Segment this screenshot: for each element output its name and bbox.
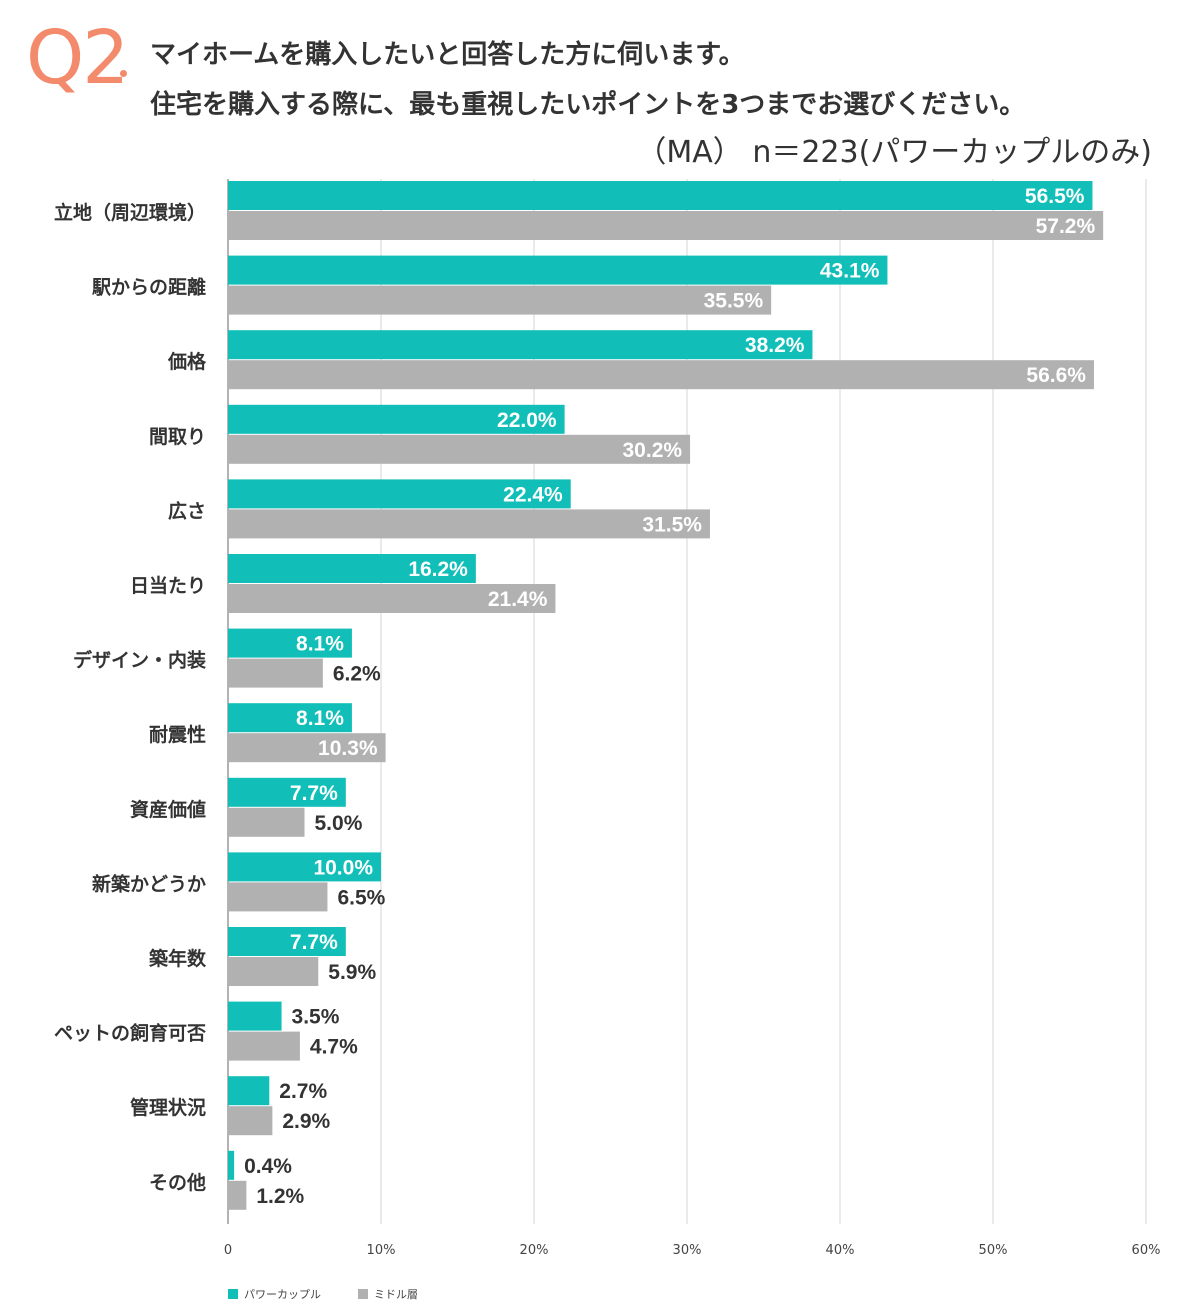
value-label: 22.0% [497,409,557,432]
bar-power-couple [228,181,1093,210]
value-label: 4.7% [310,1036,358,1059]
legend-item-middle: ミドル層 [358,1286,418,1302]
value-label: 30.2% [623,439,683,462]
value-label: 22.4% [503,483,563,506]
bar-middle [228,1180,247,1210]
legend-swatch-power-couple [228,1289,238,1299]
bar-power-couple [228,1001,282,1031]
bar-power-couple [228,1076,270,1106]
value-label: 6.5% [337,886,385,909]
legend-label-power-couple: パワーカップル [244,1288,321,1301]
x-tick-label: 20% [520,1243,549,1258]
category-label: 築年数 [148,947,207,970]
bar-power-couple [228,255,888,285]
category-label: 新築かどうか [92,872,206,895]
value-label: 10.0% [313,856,373,879]
x-tick-label: 60% [1132,1243,1161,1258]
bar-power-couple [228,554,476,583]
category-label: 耐震性 [149,723,206,746]
bar-power-couple [228,628,352,658]
category-label: 資産価値 [130,798,206,821]
bar-middle [228,1106,273,1136]
bar-middle [228,1031,300,1061]
bar-power-couple [228,1150,235,1180]
value-label: 43.1% [820,260,880,283]
bar-middle [228,584,556,613]
x-tick-label: 10% [367,1243,396,1258]
value-label: 6.2% [333,663,381,686]
value-label: 56.6% [1026,364,1086,387]
value-label: 1.2% [256,1185,304,1208]
value-label: 8.1% [296,707,344,730]
legend-label-middle: ミドル層 [374,1288,418,1301]
category-label: 価格 [167,350,207,373]
category-label: 駅からの距離 [91,276,206,299]
bar-middle [228,434,691,464]
value-label: 10.3% [318,737,378,760]
value-label: 7.7% [290,782,338,805]
bar-power-couple [228,777,346,807]
question-line-1: マイホームを購入したいと回答した方に伺います。 [150,40,745,70]
bar-middle [228,211,1104,240]
legend-item-power-couple: パワーカップル [228,1286,321,1302]
bar-middle [228,658,323,688]
category-label: 間取り [149,426,206,448]
bar-power-couple [228,927,346,956]
question-line-2: 住宅を購入する際に、最も重視したいポイントを3つまでお選びください。 [150,90,1026,120]
legend-swatch-middle [358,1289,368,1299]
category-label: 広さ [168,499,206,522]
bar-middle [228,360,1094,390]
value-label: 5.0% [315,812,363,835]
bar-middle [228,957,319,986]
x-tick-label: 30% [673,1243,702,1258]
value-label: 21.4% [488,588,548,611]
x-tick-label: 50% [979,1243,1008,1258]
value-label: 31.5% [642,513,702,536]
bar-power-couple [228,852,381,882]
value-label: 3.5% [292,1006,340,1029]
bar-middle [228,733,386,763]
question-number-dot [120,70,127,77]
bar-power-couple [228,479,571,509]
category-label: 日当たり [130,574,206,597]
question-number: Q2 [26,15,129,101]
bar-power-couple [228,330,813,360]
category-label: デザイン・内装 [73,649,206,672]
category-label: 管理状況 [130,1096,206,1119]
bar-middle [228,807,305,837]
bar-power-couple [228,404,565,434]
value-label: 2.7% [279,1080,327,1103]
value-label: 57.2% [1036,215,1096,238]
value-label: 5.9% [328,961,376,984]
x-tick-label: 0 [224,1243,232,1258]
bar-power-couple [228,703,352,733]
value-label: 7.7% [290,931,338,954]
x-tick-label: 40% [826,1243,855,1258]
value-label: 35.5% [704,290,764,313]
value-label: 0.4% [244,1155,292,1178]
value-label: 2.9% [282,1110,330,1133]
value-label: 56.5% [1025,185,1085,208]
bar-middle [228,882,328,912]
bar-middle [228,285,772,315]
category-label: その他 [149,1171,206,1194]
sample-note: （MA） n＝223(パワーカップルのみ) [636,135,1152,170]
value-label: 38.2% [745,334,805,357]
value-label: 16.2% [408,558,468,581]
bar-middle [228,509,710,539]
value-label: 8.1% [296,633,344,656]
category-label: 立地（周辺環境） [54,201,206,224]
category-label: ペットの飼育可否 [54,1022,206,1045]
